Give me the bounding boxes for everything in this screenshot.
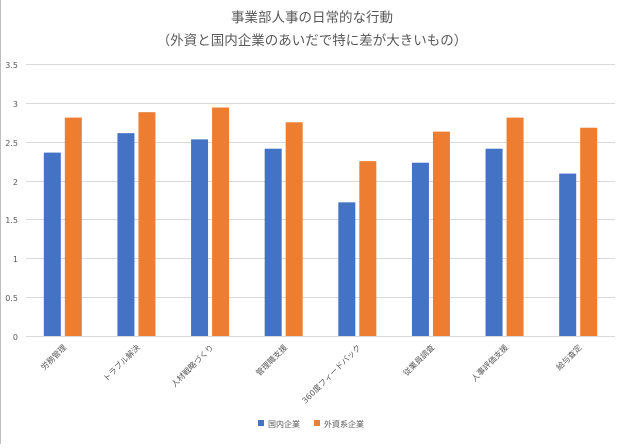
bar-domestic	[411, 162, 429, 336]
bar-foreign	[432, 131, 450, 336]
y-tick-label: 1.5	[5, 216, 18, 225]
x-tick-label: 人材戦略づくり	[169, 342, 216, 389]
y-tick-label: 3	[13, 100, 18, 109]
bar-foreign	[64, 117, 82, 336]
legend-swatch	[258, 420, 264, 426]
bar-domestic	[485, 148, 503, 336]
bars	[43, 107, 598, 337]
y-tick-label: 1	[13, 255, 18, 264]
bar-foreign	[580, 127, 598, 337]
y-tick-label: 2	[13, 178, 18, 187]
y-tick-label: 3.5	[5, 61, 18, 70]
x-tick-label: 従業員調査	[401, 342, 436, 377]
x-tick-label: トラブル解決	[101, 342, 142, 383]
x-tick-label: 人事評価支援	[469, 342, 510, 383]
x-tick-label: 労務管理	[39, 342, 69, 372]
gridlines	[26, 64, 615, 337]
bar-foreign	[506, 117, 524, 336]
legend: 国内企業 外資系企業	[258, 419, 364, 429]
y-tick-label: 0.5	[5, 294, 18, 303]
x-tick-label: 管理職支援	[254, 342, 289, 377]
y-tick-label: 2.5	[5, 139, 18, 148]
legend-label: 国内企業	[268, 419, 300, 429]
x-tick-label: 360度フィードバック	[300, 342, 363, 405]
y-tick-label: 0	[13, 333, 18, 342]
legend-swatch	[314, 420, 320, 426]
bar-foreign	[285, 122, 303, 337]
legend-label: 外資系企業	[324, 419, 364, 429]
bar-domestic	[264, 148, 282, 336]
bar-domestic	[338, 202, 356, 336]
bar-domestic	[191, 139, 209, 336]
bar-foreign	[212, 107, 230, 337]
x-tick-label: 給与査定	[554, 342, 584, 372]
bar-domestic	[117, 133, 135, 336]
bar-foreign	[138, 112, 156, 336]
bar-foreign	[359, 161, 377, 336]
bar-domestic	[559, 173, 577, 336]
x-axis-labels: 労務管理 トラブル解決 人材戦略づくり 管理職支援 360度フィードバック 従業員調査 人事…	[39, 342, 584, 405]
chart-subtitle: （外資と国内企業のあいだで特に差が大きいもの）	[157, 32, 468, 49]
chart-title: 事業部人事の日常的な行動	[231, 10, 393, 26]
y-axis-ticks: 0 0.5 1 1.5 2 2.5 3 3.5	[5, 61, 18, 342]
bar-domestic	[43, 152, 61, 336]
